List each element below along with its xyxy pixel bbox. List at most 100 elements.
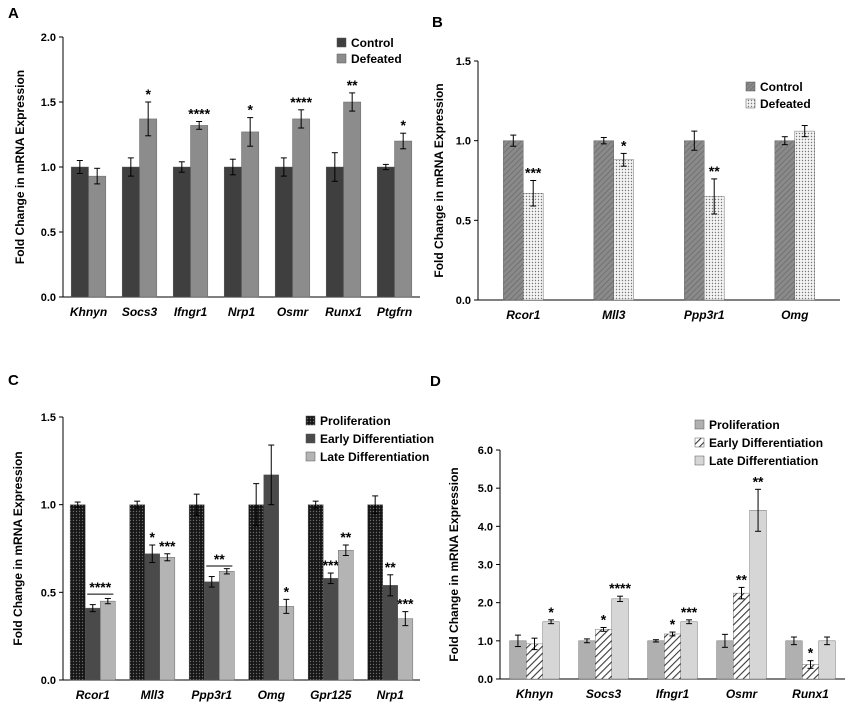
bar [733,592,750,680]
bar [397,618,414,681]
bar [190,125,209,298]
bar [785,640,803,680]
bar [100,600,116,681]
x-category-label: Khnyn [516,687,553,701]
legend-label: Late Differentiation [709,454,818,468]
significance-label: ** [347,77,358,93]
bar [248,504,264,681]
x-category-label: Ifngr1 [656,687,690,701]
y-tick-label: 2.0 [478,598,493,610]
bar [292,118,311,298]
bar [325,166,344,298]
bar [578,640,596,680]
bar [794,130,815,301]
significance-label: ** [385,559,396,575]
x-category-label: Osmr [726,687,759,701]
bar [343,101,362,298]
x-category-label: Mll3 [602,308,626,322]
significance-label: *** [681,604,698,620]
significance-label: **** [290,94,312,110]
bar [274,166,293,298]
significance-label: **** [609,580,631,596]
bar [523,193,544,301]
bar [367,504,383,681]
y-tick-label: 0.0 [41,292,56,304]
x-category-label: Osmr [277,305,310,319]
bar [818,640,836,680]
y-axis-label: Fold Change in mRNA Expression [447,467,461,661]
bar [172,166,191,298]
y-tick-label: 0.0 [41,675,56,687]
y-axis-label: Fold Change in mRNA Expression [432,83,446,277]
x-category-label: Mll3 [141,688,165,702]
bar [69,504,86,681]
legend-swatch [694,455,705,466]
significance-label: * [145,86,151,102]
y-tick-label: 1.0 [478,636,493,648]
bar [382,585,398,681]
bar [664,633,681,680]
y-tick-label: 1.5 [41,412,56,424]
x-category-label: Rcor1 [506,308,540,322]
panel-label: C [8,372,19,389]
bar [376,166,395,298]
y-tick-label: 6.0 [478,445,493,457]
bar [593,140,614,301]
x-category-label: Ifngr1 [174,305,208,319]
panel-label: A [8,5,19,22]
x-category-label: Nrp1 [377,688,405,702]
x-category-label: Socs3 [586,687,622,701]
y-tick-label: 0.5 [41,227,56,239]
y-tick-label: 0.0 [478,674,493,686]
y-tick-label: 4.0 [478,521,493,533]
bar [88,175,107,298]
y-tick-label: 2.0 [41,32,56,44]
y-tick-label: 0.5 [456,215,471,227]
legend-swatch [745,98,756,109]
x-category-label: Gpr125 [310,688,352,702]
x-category-label: Runx1 [325,305,362,319]
significance-label: *** [159,538,176,554]
significance-label: * [808,645,814,661]
bar [121,166,140,298]
significance-label: **** [188,106,210,122]
y-tick-label: 1.5 [41,97,56,109]
x-category-label: Ppp3r1 [684,308,725,322]
bar [323,578,339,681]
legend-swatch [336,53,347,64]
x-category-label: Nrp1 [228,305,256,319]
bar [613,159,634,301]
y-tick-label: 5.0 [478,483,493,495]
significance-label: * [150,529,156,545]
legend-label: Proliferation [709,418,780,432]
bar [159,557,176,681]
significance-label: * [247,102,253,118]
y-tick-label: 1.5 [456,56,471,68]
legend-label: Proliferation [320,414,391,428]
x-category-label: Rcor1 [76,688,110,702]
bar [595,629,612,680]
x-category-label: Omg [258,688,286,702]
bar [542,621,560,680]
bar [129,504,145,681]
significance-label: * [400,117,406,133]
bar [223,166,242,298]
bar [139,118,158,298]
bar [188,504,205,681]
legend-label: Early Differentiation [709,436,823,450]
y-tick-label: 1.0 [41,500,56,512]
legend-label: Control [351,36,394,50]
panel-d: D 0.0 1.0 2.0 3.0 4.0 5.0 6.0 Fold Change in mRN… [430,373,845,701]
y-tick-label: 0.5 [41,587,56,599]
legend-label: Control [760,80,803,94]
legend-swatch [336,37,347,48]
bar [684,140,705,301]
panel-a: A 0.0 0.5 1.0 1.5 2.0 Fold Change in mRNA Expr… [8,5,420,319]
bar [680,621,698,680]
y-tick-label: 1.0 [456,136,471,148]
significance-label: ** [709,163,720,179]
significance-label: * [548,604,554,620]
y-tick-label: 1.0 [41,162,56,174]
significance-label: * [621,137,627,153]
bar [338,550,354,681]
